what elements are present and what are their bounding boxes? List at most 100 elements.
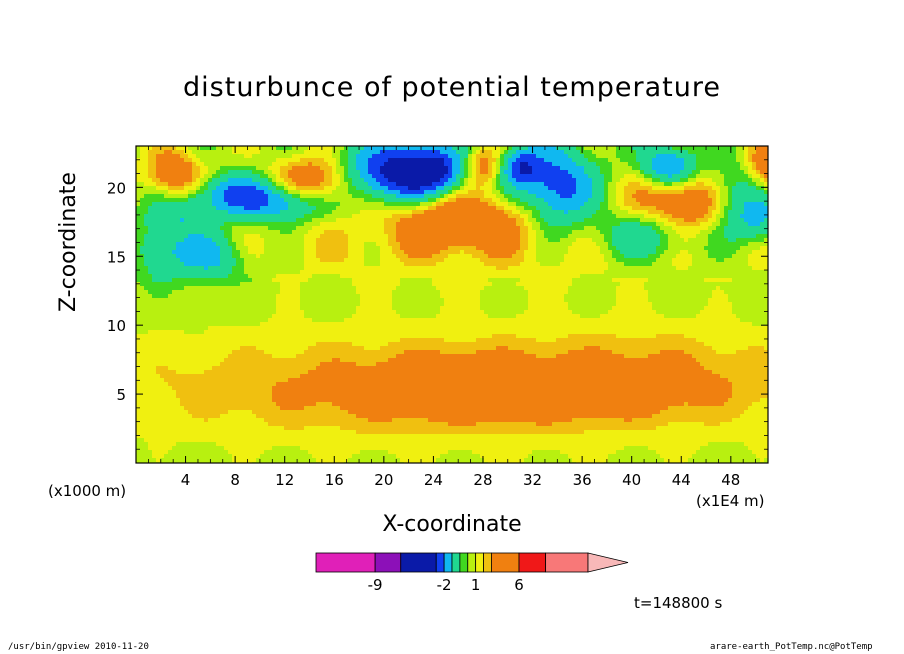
heatmap-cell	[728, 210, 733, 215]
heatmap-cell	[164, 150, 169, 155]
heatmap-cell	[524, 206, 529, 211]
heatmap-cell	[536, 158, 541, 163]
heatmap-cell	[136, 166, 141, 171]
heatmap-cell	[448, 250, 453, 255]
heatmap-cell	[508, 226, 513, 231]
heatmap-cell	[396, 258, 401, 263]
heatmap-cell	[340, 214, 345, 219]
heatmap-cell	[416, 262, 421, 267]
heatmap-cell	[296, 158, 301, 163]
heatmap-cell	[640, 258, 645, 263]
heatmap-cell	[628, 242, 633, 247]
heatmap-cell	[376, 242, 381, 247]
heatmap-cell	[548, 182, 553, 187]
heatmap-cell	[540, 166, 545, 171]
heatmap-cell	[236, 258, 241, 263]
heatmap-cell	[212, 162, 217, 167]
heatmap-cell	[204, 186, 209, 191]
heatmap-cell	[328, 258, 333, 263]
heatmap-cell	[620, 174, 625, 179]
heatmap-cell	[188, 162, 193, 167]
heatmap-cell	[220, 186, 225, 191]
heatmap-cell	[428, 154, 433, 159]
heatmap-cell	[556, 218, 561, 223]
heatmap-cell	[324, 206, 329, 211]
heatmap-cell	[632, 238, 637, 243]
heatmap-cell	[600, 162, 605, 167]
heatmap-cell	[516, 266, 521, 271]
heatmap-cell	[180, 190, 185, 195]
heatmap-cell	[756, 210, 761, 215]
heatmap-cell	[188, 174, 193, 179]
heatmap-cell	[716, 206, 721, 211]
heatmap-cell	[752, 174, 757, 179]
heatmap-cell	[360, 262, 365, 267]
heatmap-cell	[620, 234, 625, 239]
heatmap-cell	[432, 238, 437, 243]
heatmap-cell	[256, 198, 261, 203]
heatmap-cell	[728, 170, 733, 175]
heatmap-cell	[624, 174, 629, 179]
heatmap-cell	[344, 154, 349, 159]
heatmap-cell	[260, 230, 265, 235]
heatmap-cell	[456, 234, 461, 239]
heatmap-cell	[308, 234, 313, 239]
heatmap-cell	[444, 242, 449, 247]
heatmap-cell	[744, 250, 749, 255]
heatmap-cell	[680, 234, 685, 239]
heatmap-cell	[184, 162, 189, 167]
heatmap-cell	[220, 270, 225, 275]
heatmap-cell	[308, 210, 313, 215]
heatmap-cell	[356, 174, 361, 179]
heatmap-cell	[672, 146, 677, 151]
heatmap-cell	[684, 198, 689, 203]
heatmap-cell	[224, 150, 229, 155]
heatmap-cell	[420, 206, 425, 211]
heatmap-cell	[348, 198, 353, 203]
heatmap-cell	[184, 182, 189, 187]
heatmap-cell	[696, 214, 701, 219]
heatmap-cell	[460, 238, 465, 243]
heatmap-cell	[232, 206, 237, 211]
heatmap-cell	[620, 198, 625, 203]
heatmap-cell	[652, 262, 657, 267]
heatmap-cell	[480, 202, 485, 207]
heatmap-cell	[436, 254, 441, 259]
heatmap-cell	[564, 174, 569, 179]
heatmap-cell	[652, 158, 657, 163]
heatmap-cell	[152, 170, 157, 175]
heatmap-cell	[536, 170, 541, 175]
heatmap-cell	[572, 182, 577, 187]
heatmap-cell	[496, 146, 501, 151]
heatmap-cell	[316, 202, 321, 207]
heatmap-cell	[272, 154, 277, 159]
heatmap-cell	[600, 154, 605, 159]
heatmap-cell	[384, 174, 389, 179]
heatmap-cell	[732, 242, 737, 247]
heatmap-cell	[512, 146, 517, 151]
heatmap-cell	[752, 154, 757, 159]
heatmap-cell	[632, 186, 637, 191]
heatmap-cell	[296, 258, 301, 263]
heatmap-cell	[512, 206, 517, 211]
heatmap-cell	[336, 250, 341, 255]
heatmap-cell	[608, 222, 613, 227]
heatmap-cell	[676, 190, 681, 195]
heatmap-cell	[340, 206, 345, 211]
heatmap-cell	[488, 218, 493, 223]
heatmap-cell	[432, 178, 437, 183]
heatmap-cell	[524, 238, 529, 243]
heatmap-cell	[572, 202, 577, 207]
heatmap-cell	[212, 182, 217, 187]
heatmap-cell	[388, 218, 393, 223]
heatmap-cell	[700, 222, 705, 227]
heatmap-cell	[260, 270, 265, 275]
heatmap-cell	[308, 162, 313, 167]
heatmap-cell	[620, 210, 625, 215]
heatmap-cell	[188, 194, 193, 199]
heatmap-cell	[184, 194, 189, 199]
heatmap-cell	[628, 226, 633, 231]
heatmap-cell	[200, 242, 205, 247]
heatmap-cell	[320, 182, 325, 187]
heatmap-cell	[764, 150, 769, 155]
